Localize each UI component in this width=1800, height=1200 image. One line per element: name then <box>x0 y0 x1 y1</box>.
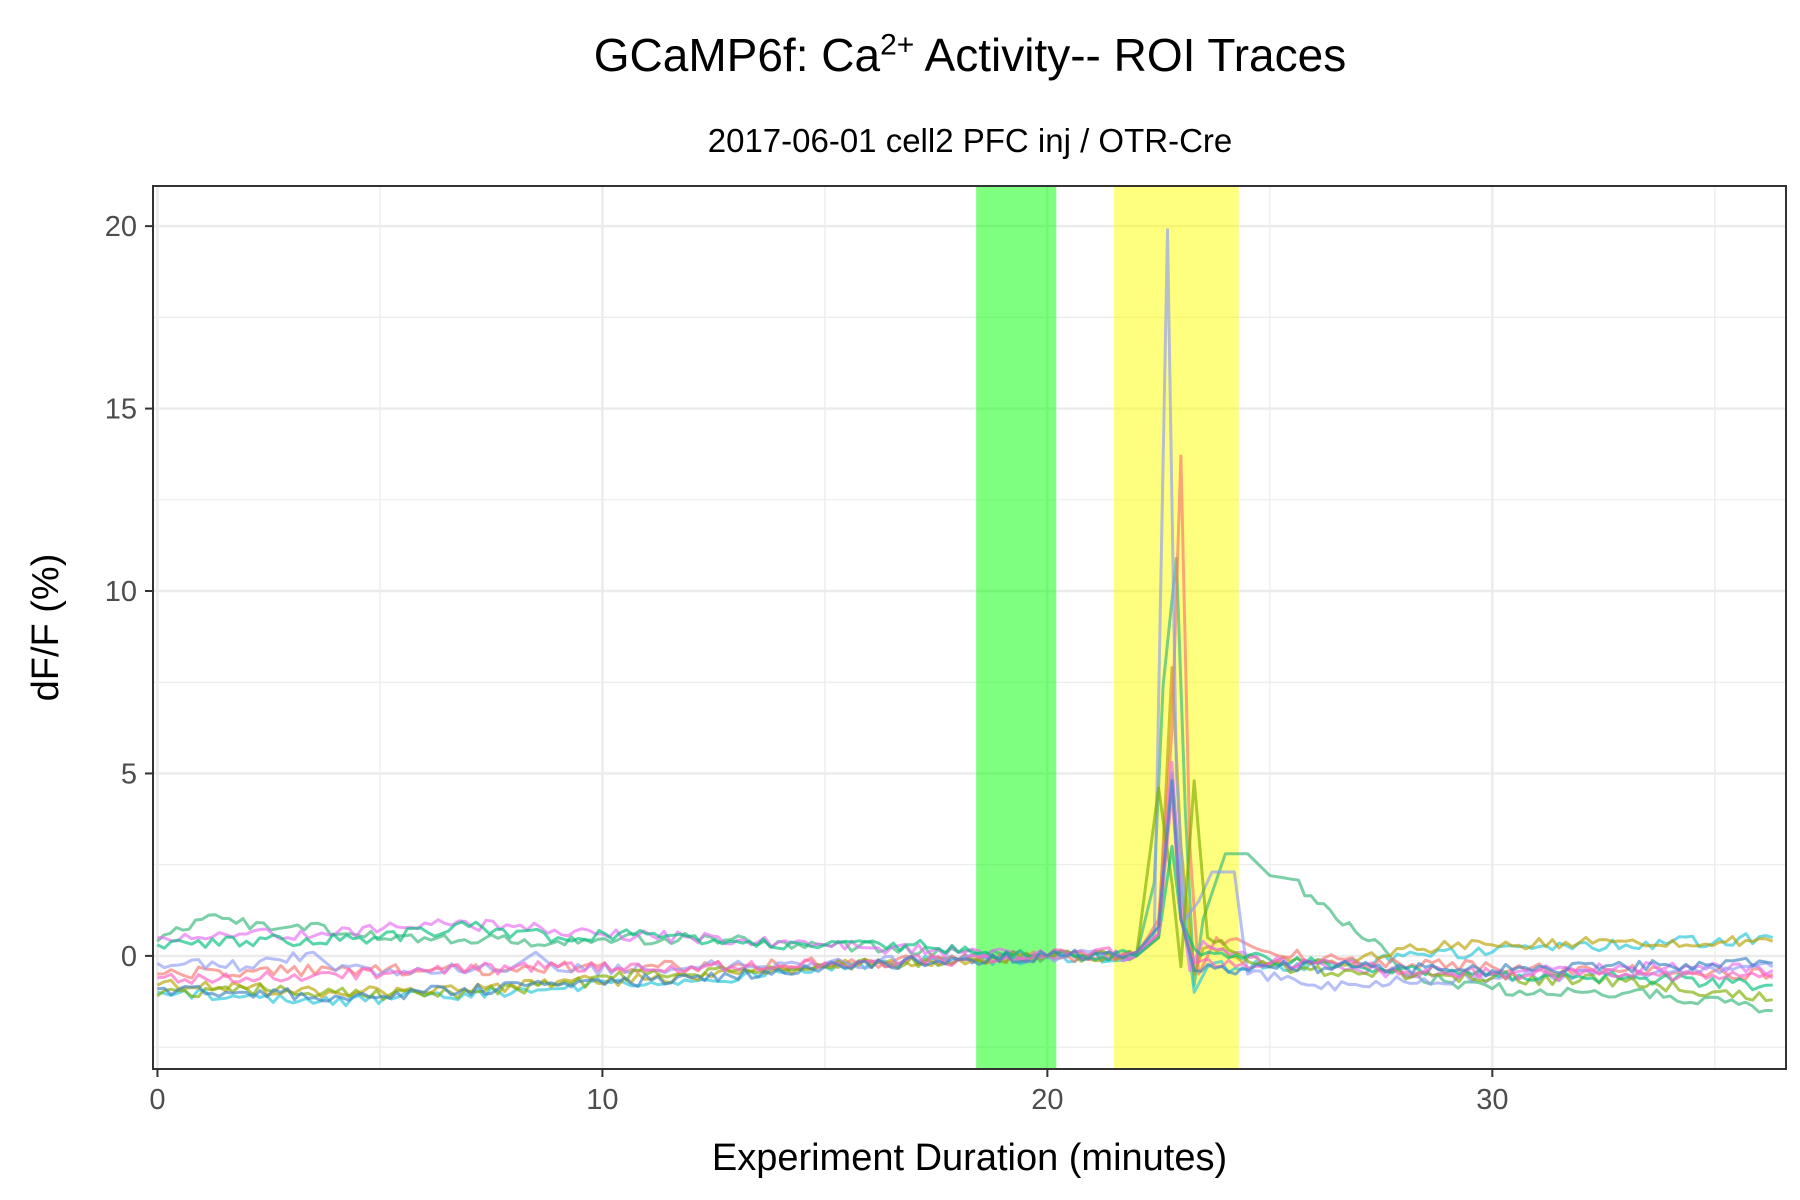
x-tick-label: 10 <box>586 1084 618 1116</box>
x-tick-label: 20 <box>1031 1084 1063 1116</box>
series-lines <box>156 228 1774 1014</box>
x-tick-label: 0 <box>149 1084 165 1116</box>
title-superscript: 2+ <box>880 28 915 62</box>
y-tick-label: 15 <box>105 394 137 426</box>
shaded-region <box>976 186 1057 1069</box>
x-tick-label: 30 <box>1476 1084 1508 1116</box>
roi-trace-10 <box>157 779 1773 1003</box>
y-tick-label: 0 <box>121 941 137 973</box>
y-tick-label: 10 <box>105 576 137 608</box>
chart-subtitle: 2017-06-01 cell2 PFC inj / OTR-Cre <box>707 122 1233 159</box>
y-tick-label: 5 <box>121 758 137 790</box>
chart-title: GCaMP6f: Ca2+ Activity-- ROI Traces <box>593 28 1347 81</box>
x-axis-label: Experiment Duration (minutes) <box>712 1137 1227 1179</box>
y-axis-label: dF/F (%) <box>25 554 67 702</box>
panel-border <box>152 185 1787 1070</box>
axis-ticks: 0 10 20 30 0 5 10 15 20 <box>105 211 1509 1116</box>
y-tick-label: 20 <box>105 211 137 243</box>
